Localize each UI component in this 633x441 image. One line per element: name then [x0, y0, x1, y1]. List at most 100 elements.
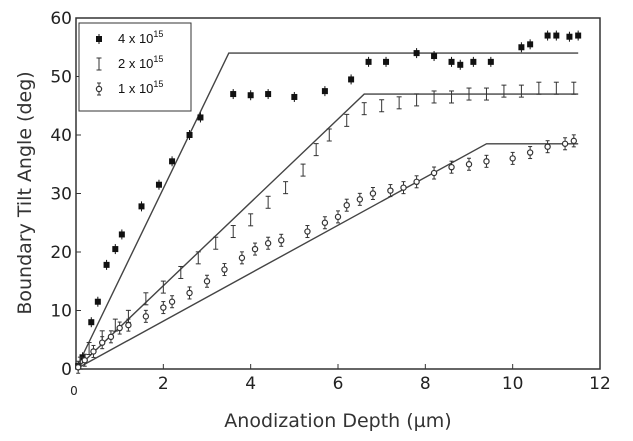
data-point — [81, 353, 88, 367]
legend-entry: 1 x 1015 — [95, 79, 163, 96]
x-tick-label: 12 — [589, 374, 611, 394]
data-point — [96, 34, 102, 44]
data-point — [86, 342, 92, 356]
data-point — [343, 198, 350, 212]
data-point — [536, 81, 542, 95]
data-point — [203, 274, 211, 288]
data-point — [449, 90, 455, 104]
y-tick-label: 20 — [50, 243, 72, 263]
data-point — [470, 56, 477, 67]
data-point — [251, 242, 259, 256]
data-point — [571, 81, 577, 95]
data-point — [387, 184, 394, 198]
data-point — [553, 30, 560, 41]
data-point — [168, 295, 176, 309]
data-point — [112, 318, 118, 332]
data-point — [457, 59, 464, 70]
data-point — [265, 195, 271, 209]
data-point — [186, 286, 193, 300]
y-tick-label: 50 — [50, 68, 72, 88]
x-tick-label: 8 — [420, 374, 431, 394]
data-point — [213, 236, 219, 250]
legend-entries: 4 x 1015 2 x 1015 1 x 1015 — [95, 29, 163, 96]
data-point — [379, 99, 385, 113]
data-point — [356, 192, 364, 206]
data-point — [487, 56, 494, 67]
data-point — [313, 143, 319, 157]
data-point — [304, 225, 311, 239]
data-point — [483, 87, 489, 101]
data-point — [483, 154, 490, 168]
data-point — [160, 280, 166, 294]
data-point — [160, 301, 167, 315]
fit-line — [75, 143, 579, 370]
data-point — [431, 90, 437, 104]
legend: 4 x 1015 2 x 1015 1 x 1015 — [78, 22, 192, 112]
data-point — [509, 151, 516, 165]
y-tick-label: 40 — [50, 126, 72, 146]
data-point — [118, 229, 125, 240]
data-point — [221, 263, 228, 277]
data-point — [413, 175, 420, 189]
data-point — [575, 30, 582, 41]
data-point — [107, 330, 115, 344]
data-point — [94, 296, 101, 307]
data-point — [90, 344, 97, 358]
data-point — [95, 82, 103, 96]
legend-label: 1 x 1015 — [118, 79, 163, 96]
legend-label: 4 x 1015 — [118, 29, 163, 46]
data-point — [448, 56, 455, 67]
data-point — [544, 30, 551, 41]
data-point — [561, 137, 569, 151]
data-point — [98, 336, 106, 350]
data-point — [142, 309, 150, 323]
data-point — [348, 74, 355, 85]
data-point — [283, 181, 289, 195]
data-point — [321, 86, 328, 97]
data-point — [344, 113, 350, 127]
data-point — [238, 251, 246, 265]
data-point — [321, 216, 329, 230]
y-tick-label: 10 — [50, 302, 72, 322]
data-point — [326, 128, 332, 142]
data-point — [300, 163, 306, 177]
data-point — [264, 236, 272, 250]
data-point — [570, 134, 578, 148]
y-axis-title: Boundary Tilt Angle (deg) — [14, 71, 36, 314]
data-point — [143, 292, 149, 306]
data-point — [96, 57, 102, 71]
data-point — [195, 251, 201, 265]
data-point — [265, 89, 272, 100]
data-point — [186, 130, 193, 140]
data-point — [230, 225, 236, 239]
data-point — [248, 213, 254, 227]
data-point — [431, 51, 438, 62]
data-point — [116, 321, 123, 335]
data-point — [553, 81, 559, 95]
data-point — [230, 89, 237, 100]
data-point — [526, 146, 534, 160]
data-point — [291, 91, 298, 102]
x-tick-label: 2 — [158, 374, 169, 394]
legend-entry: 4 x 1015 — [96, 29, 163, 46]
data-point — [413, 48, 420, 59]
data-point — [138, 201, 145, 212]
data-point — [169, 156, 176, 167]
data-point — [518, 84, 524, 98]
data-point — [466, 87, 472, 101]
data-point — [566, 31, 573, 42]
legend-entry: 2 x 1015 — [96, 54, 163, 71]
data-point — [396, 96, 402, 110]
data-point — [430, 166, 438, 180]
data-point — [247, 90, 254, 101]
data-point — [88, 317, 95, 328]
data-point — [125, 318, 132, 332]
data-point — [518, 42, 525, 53]
data-point — [278, 233, 285, 247]
data-point — [74, 360, 82, 374]
x-axis-title: Anodization Depth (µm) — [224, 410, 451, 432]
y-tick-label: 60 — [50, 9, 72, 29]
data-point — [465, 157, 473, 171]
data-point — [361, 102, 367, 116]
